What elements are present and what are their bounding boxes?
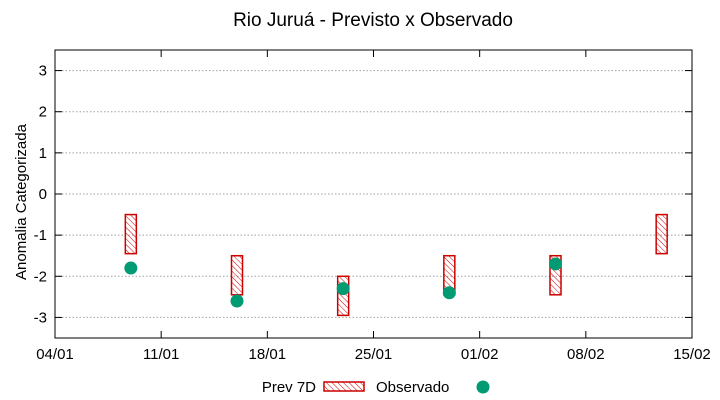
legend-swatch-observed [476,380,490,394]
x-tick-label: 11/01 [143,346,179,363]
legend-swatch-forecast [323,381,365,392]
legend-label-forecast: Prev 7D [262,379,316,396]
grid [55,70,692,318]
forecast-box [336,275,350,317]
x-tick-label: 08/02 [567,346,605,363]
x-tick-label: 15/02 [673,346,711,363]
y-tick-label: 2 [39,104,47,121]
x-tick-label: 25/01 [355,346,393,363]
y-tick-label: -3 [34,309,47,326]
y-tick-label: 0 [39,186,47,203]
axis-ticks: 3 2 1 0 -1 -2 -3 04/01 11/01 18/01 25/01 01/02 08/02… [34,50,711,363]
observed-point [549,257,562,271]
chart-title: Rio Juruá - Previsto x Observado [233,10,513,31]
observed-points [124,257,562,308]
x-tick-label: 04/01 [36,346,74,363]
observed-point [230,294,244,308]
legend-label-observed: Observado [376,379,449,396]
observed-point [124,261,138,275]
forecast-box [655,213,668,255]
forecast-box [549,254,562,296]
y-tick-label: -1 [34,227,47,244]
x-tick-label: 01/02 [461,346,499,363]
y-tick-label: -2 [34,268,47,285]
observed-point [442,286,456,300]
y-tick-label: 3 [39,63,47,80]
observed-point [336,282,350,296]
x-tick-label: 18/01 [249,346,287,363]
y-axis-label: Anomalia Categorizada [13,123,30,280]
forecast-box [124,213,138,255]
y-tick-label: 1 [39,145,47,162]
legend: Prev 7D Observado [262,379,490,396]
forecast-box [230,254,244,296]
